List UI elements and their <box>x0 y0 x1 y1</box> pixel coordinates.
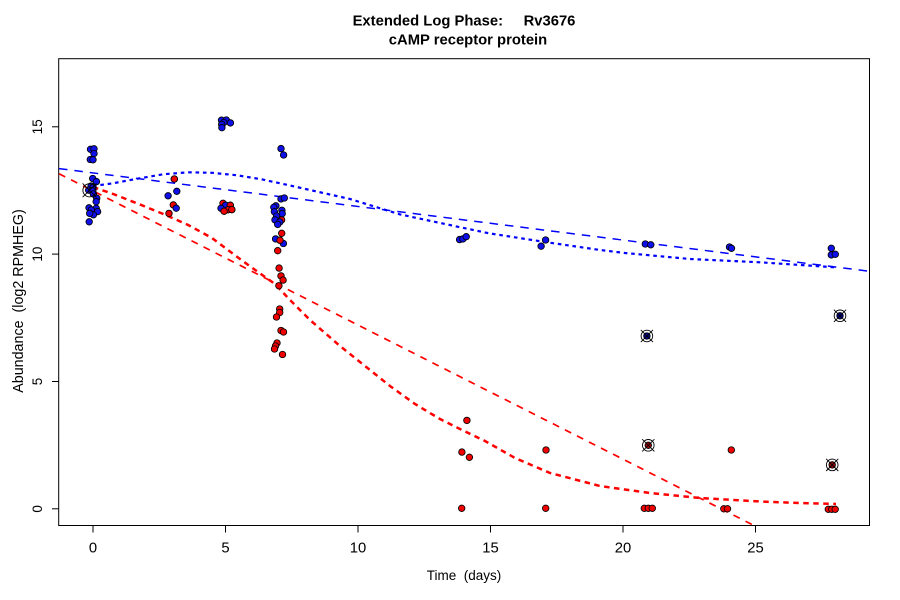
svg-text:Abundance (log2 RPMHEG): Abundance (log2 RPMHEG) <box>11 209 27 393</box>
svg-text:10: 10 <box>30 247 45 262</box>
svg-text:10: 10 <box>350 541 366 557</box>
svg-text:Extended Log Phase: Rv3676: Extended Log Phase: Rv3676 <box>353 14 576 30</box>
svg-text:cAMP receptor protein: cAMP receptor protein <box>389 33 547 49</box>
svg-text:15: 15 <box>482 541 498 557</box>
svg-text:Time (days): Time (days) <box>427 568 502 583</box>
svg-text:5: 5 <box>30 378 45 386</box>
svg-text:0: 0 <box>89 541 97 557</box>
svg-text:0: 0 <box>30 505 45 513</box>
svg-text:20: 20 <box>615 541 631 557</box>
svg-text:5: 5 <box>221 541 229 557</box>
svg-text:15: 15 <box>30 119 45 134</box>
svg-text:25: 25 <box>747 541 763 557</box>
